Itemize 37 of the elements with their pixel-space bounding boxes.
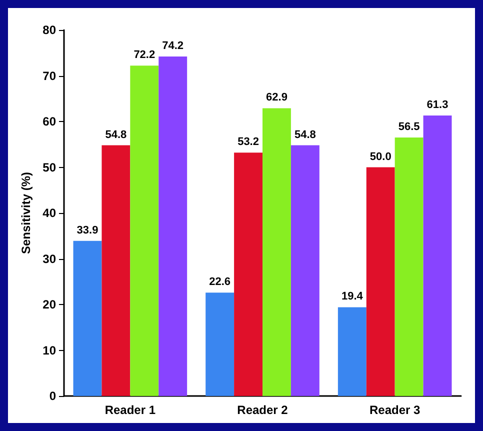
- data-label: 54.8: [105, 128, 127, 141]
- x-tick-label: Reader 3: [369, 403, 421, 417]
- bar: [423, 116, 452, 396]
- bar: [102, 145, 130, 396]
- data-label: 50.0: [370, 150, 392, 163]
- bar: [158, 56, 188, 396]
- data-label: 61.3: [426, 99, 448, 112]
- bar: [394, 138, 424, 396]
- y-tick-label: 80: [42, 23, 56, 37]
- data-label: 62.9: [266, 92, 288, 104]
- y-tick-label: 30: [42, 252, 56, 266]
- bar: [338, 307, 366, 396]
- bar: [262, 108, 291, 396]
- y-axis-title: Sensitivity (%): [18, 172, 33, 254]
- y-tick-label: 40: [42, 206, 56, 220]
- y-tick-label: 50: [42, 160, 56, 174]
- y-tick-label: 0: [49, 389, 56, 403]
- bar: [234, 152, 262, 396]
- data-label: 72.2: [134, 49, 156, 62]
- data-label: 19.4: [341, 290, 364, 303]
- bar: [366, 167, 395, 396]
- y-tick-label: 70: [42, 68, 56, 83]
- data-label: 33.9: [76, 224, 98, 236]
- data-label: 74.2: [162, 40, 184, 52]
- bar: [73, 240, 102, 396]
- data-label: 54.8: [294, 128, 316, 141]
- bar: [290, 145, 320, 396]
- y-tick-label: 10: [42, 343, 56, 358]
- x-tick-label: Reader 2: [237, 403, 288, 417]
- bar: [130, 66, 159, 396]
- data-label: 22.6: [209, 276, 231, 288]
- y-tick-label: 20: [42, 298, 56, 312]
- x-tick-label: Reader 1: [104, 403, 156, 417]
- data-label: 56.5: [398, 121, 420, 134]
- y-tick-label: 60: [42, 114, 56, 128]
- bar: [206, 292, 234, 396]
- data-label: 53.2: [238, 136, 259, 148]
